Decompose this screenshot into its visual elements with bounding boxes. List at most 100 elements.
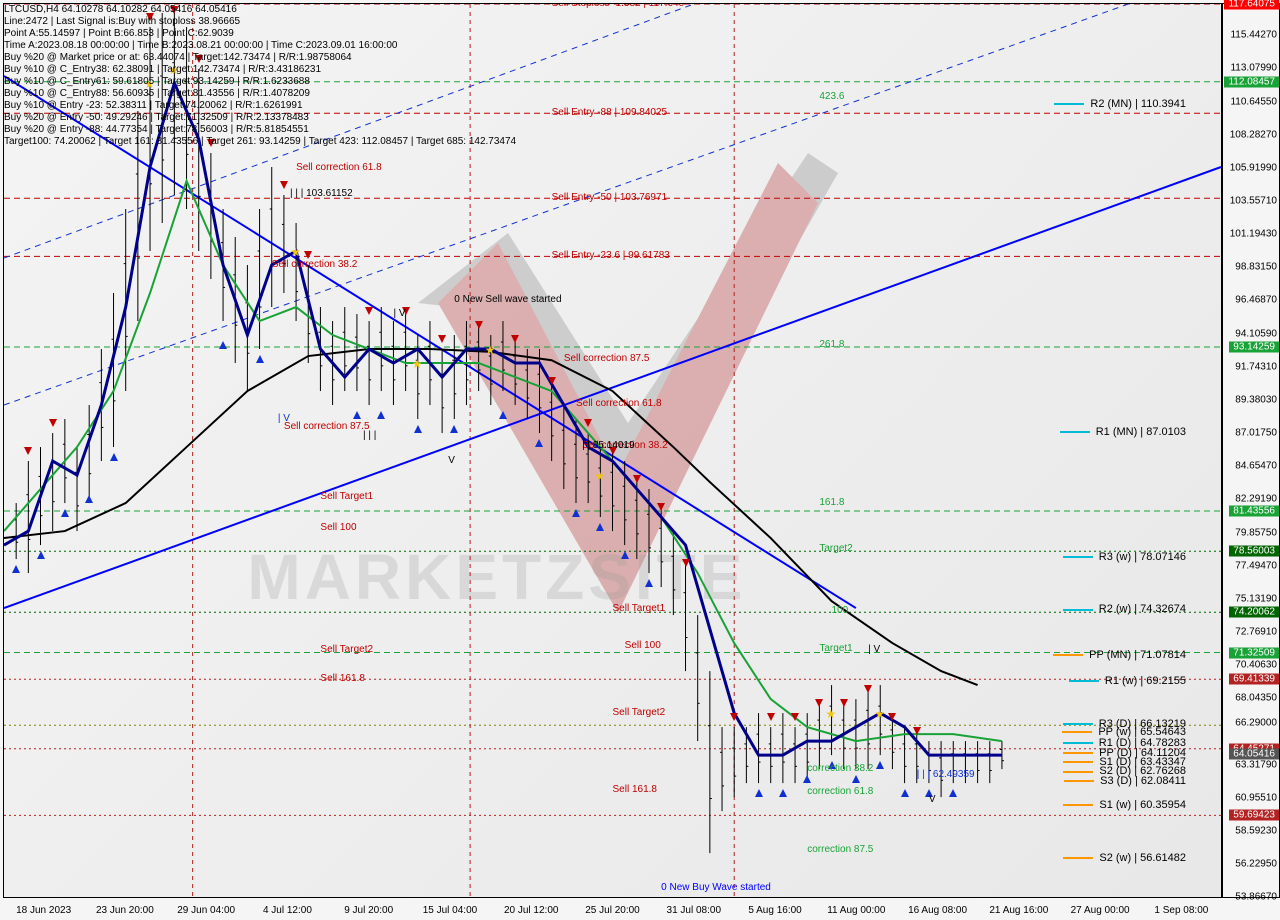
arrow-up-icon <box>499 411 507 419</box>
arrow-down-icon <box>815 699 823 707</box>
pivot-label: S1 (w) | 60.35954 <box>1063 799 1186 811</box>
y-tick: 53.86670 <box>1235 892 1277 903</box>
y-tick: 72.76910 <box>1235 627 1277 638</box>
chart-annotation: 423.6 <box>819 91 844 102</box>
arrow-down-icon <box>767 713 775 721</box>
arrow-up-icon <box>596 523 604 531</box>
y-tick: 89.38030 <box>1235 394 1277 405</box>
arrow-up-icon <box>414 425 422 433</box>
x-tick: 11 Aug 00:00 <box>827 905 885 916</box>
chart-annotation: 161.8 <box>819 497 844 508</box>
chart-annotation: 261.8 <box>819 339 844 350</box>
y-tick: 70.40630 <box>1235 660 1277 671</box>
arrow-up-icon <box>256 355 264 363</box>
price-tag: 64.05416 <box>1229 749 1279 760</box>
info-line: Buy %10 @ C_Entry61: 59.61805 | Target:9… <box>4 76 516 88</box>
y-tick: 113.07990 <box>1230 62 1277 73</box>
chart-annotation: Sell 161.8 <box>613 784 657 795</box>
x-tick: 20 Jul 12:00 <box>504 905 559 916</box>
chart-annotation: | V <box>278 413 290 424</box>
y-tick: 77.49470 <box>1235 561 1277 572</box>
chart-annotation: 100 <box>832 605 849 616</box>
info-line: Buy %10 @ C_Entry88: 56.60935 | Target:8… <box>4 88 516 100</box>
arrow-up-icon <box>37 551 45 559</box>
arrow-down-icon <box>913 727 921 735</box>
chart-annotation: | | | <box>363 430 376 441</box>
pivot-label: R3 (w) | 78.07146 <box>1063 551 1186 563</box>
chart-annotation: 0 New Buy Wave started <box>661 882 771 893</box>
x-tick: 15 Jul 04:00 <box>423 905 478 916</box>
chart-annotation: Sell correction 61.8 <box>296 162 382 173</box>
info-line: Point A:55.14597 | Point B:66.853 | Poin… <box>4 28 516 40</box>
x-tick: 23 Jun 20:00 <box>96 905 154 916</box>
pivot-label: R2 (w) | 74.32674 <box>1063 603 1186 615</box>
x-tick: 1 Sep 08:00 <box>1154 905 1208 916</box>
info-line: Time A:2023.08.18 00:00:00 | Time B:2023… <box>4 40 516 52</box>
arrow-up-icon <box>219 341 227 349</box>
arrow-down-icon <box>633 475 641 483</box>
star-icon: ★ <box>874 707 885 721</box>
chart-annotation: V <box>929 794 936 805</box>
x-tick: 25 Jul 20:00 <box>585 905 640 916</box>
x-tick: 27 Aug 00:00 <box>1071 905 1130 916</box>
y-tick: 87.01750 <box>1235 427 1277 438</box>
y-tick: 108.28270 <box>1230 130 1277 141</box>
y-tick: 103.55710 <box>1230 196 1277 207</box>
price-tag: 93.14259 <box>1229 342 1279 353</box>
y-tick: 96.46870 <box>1235 295 1277 306</box>
pivot-label: S3 (D) | 62.08411 <box>1064 775 1186 787</box>
arrow-down-icon <box>24 447 32 455</box>
price-tag: 117.64075 <box>1224 0 1279 10</box>
pivot-label: R2 (MN) | 110.3941 <box>1054 98 1186 110</box>
y-tick: 58.59230 <box>1235 825 1277 836</box>
chart-annotation: | V <box>393 308 405 319</box>
x-tick: 31 Jul 08:00 <box>667 905 722 916</box>
star-icon: ★ <box>485 343 496 357</box>
chart-annotation: Sell 100 <box>625 640 661 651</box>
y-tick: 68.04350 <box>1235 693 1277 704</box>
info-line: Target100: 74.20062 | Target 161: 81.435… <box>4 136 516 148</box>
info-line: Line:2472 | Last Signal is:Buy with stop… <box>4 16 516 28</box>
arrow-down-icon <box>657 503 665 511</box>
chart-annotation: Sell correction 87.5 <box>284 421 370 432</box>
chart-annotation: Sell Target2 <box>613 707 666 718</box>
info-line: Buy %20 @ Entry -88: 44.77354 | Target:7… <box>4 124 516 136</box>
chart-annotation: | V <box>868 644 880 655</box>
hline-label: Sell Entry -88 | 109.84025 <box>552 107 667 118</box>
y-tick: 105.91990 <box>1230 163 1277 174</box>
y-tick: 56.22950 <box>1235 858 1277 869</box>
chart-annotation: | | 85.14019 <box>582 440 634 451</box>
x-tick: 16 Aug 08:00 <box>908 905 967 916</box>
arrow-down-icon <box>49 419 57 427</box>
chart-annotation: | | | 103.61152 <box>290 188 353 199</box>
y-tick: 84.65470 <box>1235 460 1277 471</box>
chart-annotation: Sell correction 61.8 <box>576 398 662 409</box>
y-tick: 82.29190 <box>1235 493 1277 504</box>
arrow-up-icon <box>110 453 118 461</box>
star-icon: ★ <box>290 245 301 259</box>
price-tag: 69.41339 <box>1229 674 1279 685</box>
price-tag: 59.69423 <box>1229 810 1279 821</box>
arrow-up-icon <box>901 789 909 797</box>
info-line: Buy %10 @ C_Entry38: 62.38091 | Target:1… <box>4 64 516 76</box>
arrow-down-icon <box>888 713 896 721</box>
y-tick: 115.44270 <box>1230 29 1277 40</box>
price-tag: 112.08457 <box>1224 76 1279 87</box>
arrow-down-icon <box>365 307 373 315</box>
arrow-up-icon <box>803 775 811 783</box>
y-tick: 75.13190 <box>1235 594 1277 605</box>
chart-root: MARKETZSITE Sell Stoploss -1.382 | 117.6… <box>0 0 1280 920</box>
y-tick: 91.74310 <box>1235 361 1277 372</box>
chart-annotation: Sell 100 <box>320 522 356 533</box>
chart-annotation: correction 38.2 <box>807 763 873 774</box>
chart-annotation: Sell Target2 <box>320 644 373 655</box>
y-tick: 94.10590 <box>1235 328 1277 339</box>
x-tick: 4 Jul 12:00 <box>263 905 312 916</box>
x-tick: 9 Jul 20:00 <box>344 905 393 916</box>
price-tag: 78.56003 <box>1229 546 1279 557</box>
x-tick: 21 Aug 16:00 <box>989 905 1048 916</box>
arrow-up-icon <box>645 579 653 587</box>
arrow-up-icon <box>876 761 884 769</box>
y-tick: 101.19430 <box>1230 229 1277 240</box>
arrow-up-icon <box>949 789 957 797</box>
